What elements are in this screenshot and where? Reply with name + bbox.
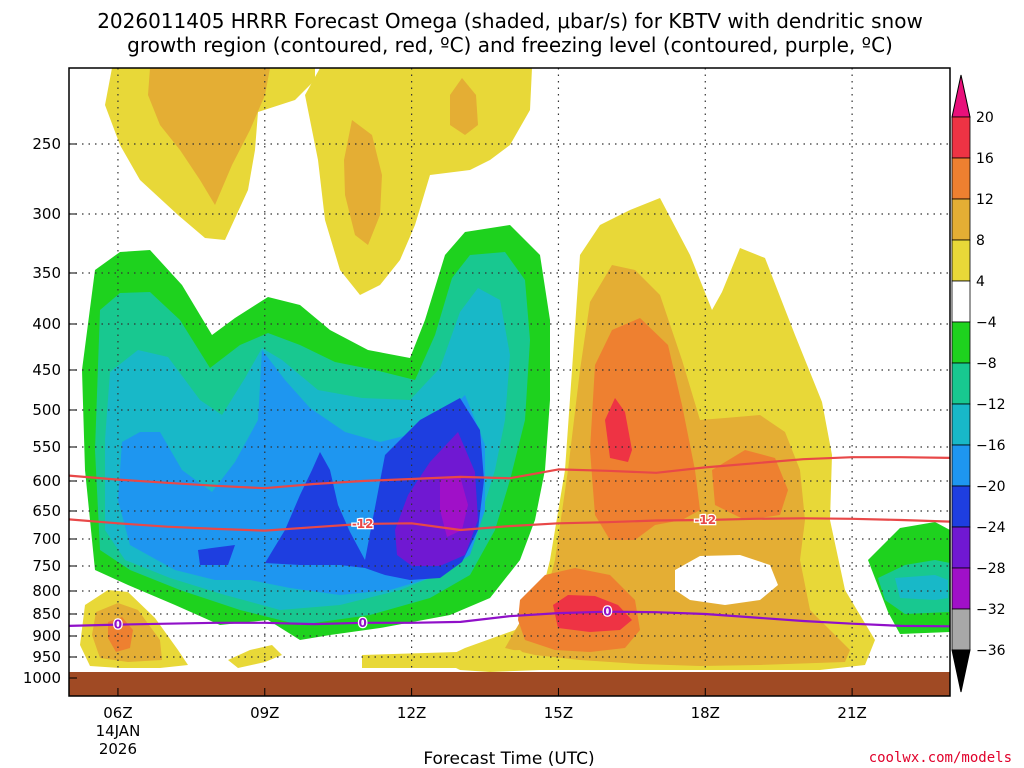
- y-tick-label: 550: [32, 438, 61, 456]
- colorbar-swatch: [951, 280, 971, 323]
- colorbar-bottom-arrow: [951, 649, 971, 693]
- omega-region-left-violet: [440, 476, 468, 537]
- colorbar-swatch: [951, 485, 971, 528]
- omega-region-upper-orange: [450, 78, 478, 135]
- omega-region-right-darkorange: [712, 450, 788, 520]
- colorbar-label: −28: [976, 561, 1006, 577]
- y-tick-label: 650: [32, 502, 61, 520]
- y-tick-label: 600: [32, 472, 61, 490]
- colorbar-label: −24: [976, 520, 1006, 536]
- colorbar-label: 20: [976, 110, 994, 126]
- y-tick-label: 800: [32, 582, 61, 600]
- y-tick-label: 1000: [23, 669, 61, 687]
- y-tick-label: 850: [32, 605, 61, 623]
- colorbar-swatch: [951, 198, 971, 241]
- contour-labels: -12 -12 0 0 0: [113, 512, 718, 633]
- omega-region-upper-orange: [148, 68, 270, 205]
- colorbar-label: 8: [976, 233, 985, 249]
- colorbar-top-arrow: [951, 74, 971, 118]
- colorbar-swatch: [951, 239, 971, 282]
- omega-region-right-white-hole: [675, 555, 778, 605]
- omega-region-right-red: [605, 398, 632, 462]
- freezing-level-label: 0: [603, 605, 611, 619]
- x-date-label: 14JAN: [96, 722, 141, 740]
- chart-title-line2: growth region (contoured, red, ºC) and f…: [127, 33, 893, 57]
- omega-region-lower-yellow: [362, 650, 540, 668]
- x-tick-label: 06Z: [103, 704, 132, 722]
- colorbar-label: −4: [976, 315, 997, 331]
- colorbar-label: −8: [976, 356, 997, 372]
- colorbar-swatch: [951, 526, 971, 569]
- colorbar-swatch: [951, 403, 971, 446]
- y-tick-label: 400: [32, 315, 61, 333]
- x-tick-label: 09Z: [250, 704, 279, 722]
- colorbar-swatch: [951, 116, 971, 159]
- omega-region-left-purple: [395, 432, 478, 566]
- chart-title-line1: 2026011405 HRRR Forecast Omega (shaded, …: [97, 9, 923, 33]
- dgz-minus12-contour-line: [69, 517, 950, 532]
- colorbar-label: −32: [976, 602, 1006, 618]
- omega-region-right-darkorange: [590, 318, 700, 540]
- y-tick-label: 350: [32, 264, 61, 282]
- y-axis: 250 300 350 400 450 500 550 600 650 700 750 800 850 9…: [23, 135, 77, 687]
- colorbar-label: 12: [976, 192, 994, 208]
- y-tick-label: 500: [32, 401, 61, 419]
- freezing-level-label: 0: [358, 616, 366, 630]
- contour-lines: [69, 456, 950, 628]
- surface-ground: [69, 672, 950, 696]
- colorbar-swatch: [951, 362, 971, 405]
- y-tick-label: 250: [32, 135, 61, 153]
- credit-text: coolwx.com/models: [869, 750, 1012, 766]
- x-tick-label: 15Z: [544, 704, 573, 722]
- colorbar-swatch: [951, 157, 971, 200]
- plot-frame: [68, 67, 951, 697]
- y-tick-label: 300: [32, 205, 61, 223]
- colorbar-label: 4: [976, 274, 985, 290]
- freezing-level-contour-line: [69, 610, 950, 628]
- y-tick-label: 450: [32, 361, 61, 379]
- y-tick-label: 900: [32, 627, 61, 645]
- colorbar-swatch: [951, 444, 971, 487]
- colorbar-label: −12: [976, 397, 1006, 413]
- y-tick-label: 950: [32, 648, 61, 666]
- x-tick-label: 12Z: [397, 704, 426, 722]
- y-tick-label: 700: [32, 530, 61, 548]
- dgz-contour-label: -12: [694, 513, 716, 527]
- omega-region-right-red: [553, 595, 632, 632]
- colorbar-label: 16: [976, 151, 994, 167]
- omega-region-upper-orange: [344, 120, 382, 245]
- colorbar: 20 16 12 8 4 −4 −8 −12 −16 −20 −24 −28 −32 −36: [951, 74, 1006, 693]
- colorbar-label: −16: [976, 438, 1006, 454]
- dgz-contour-label: -12: [352, 517, 374, 531]
- omega-region-left-darkblue: [198, 545, 235, 565]
- colorbar-swatch: [951, 567, 971, 610]
- dgz-upper-contour-line: [69, 456, 950, 490]
- x-tick-label: 21Z: [837, 704, 866, 722]
- omega-region-lower-yellow: [228, 645, 282, 668]
- omega-shading: [80, 68, 950, 672]
- colorbar-swatch: [951, 608, 971, 651]
- colorbar-label: −20: [976, 479, 1006, 495]
- omega-region-farright-cyan: [895, 575, 948, 600]
- x-axis-label: Forecast Time (UTC): [423, 749, 594, 768]
- colorbar-swatch: [951, 321, 971, 364]
- y-tick-label: 750: [32, 557, 61, 575]
- x-year-label: 2026: [99, 740, 137, 758]
- x-tick-label: 18Z: [691, 704, 720, 722]
- freezing-level-label: 0: [114, 618, 122, 632]
- colorbar-label: −36: [976, 643, 1006, 659]
